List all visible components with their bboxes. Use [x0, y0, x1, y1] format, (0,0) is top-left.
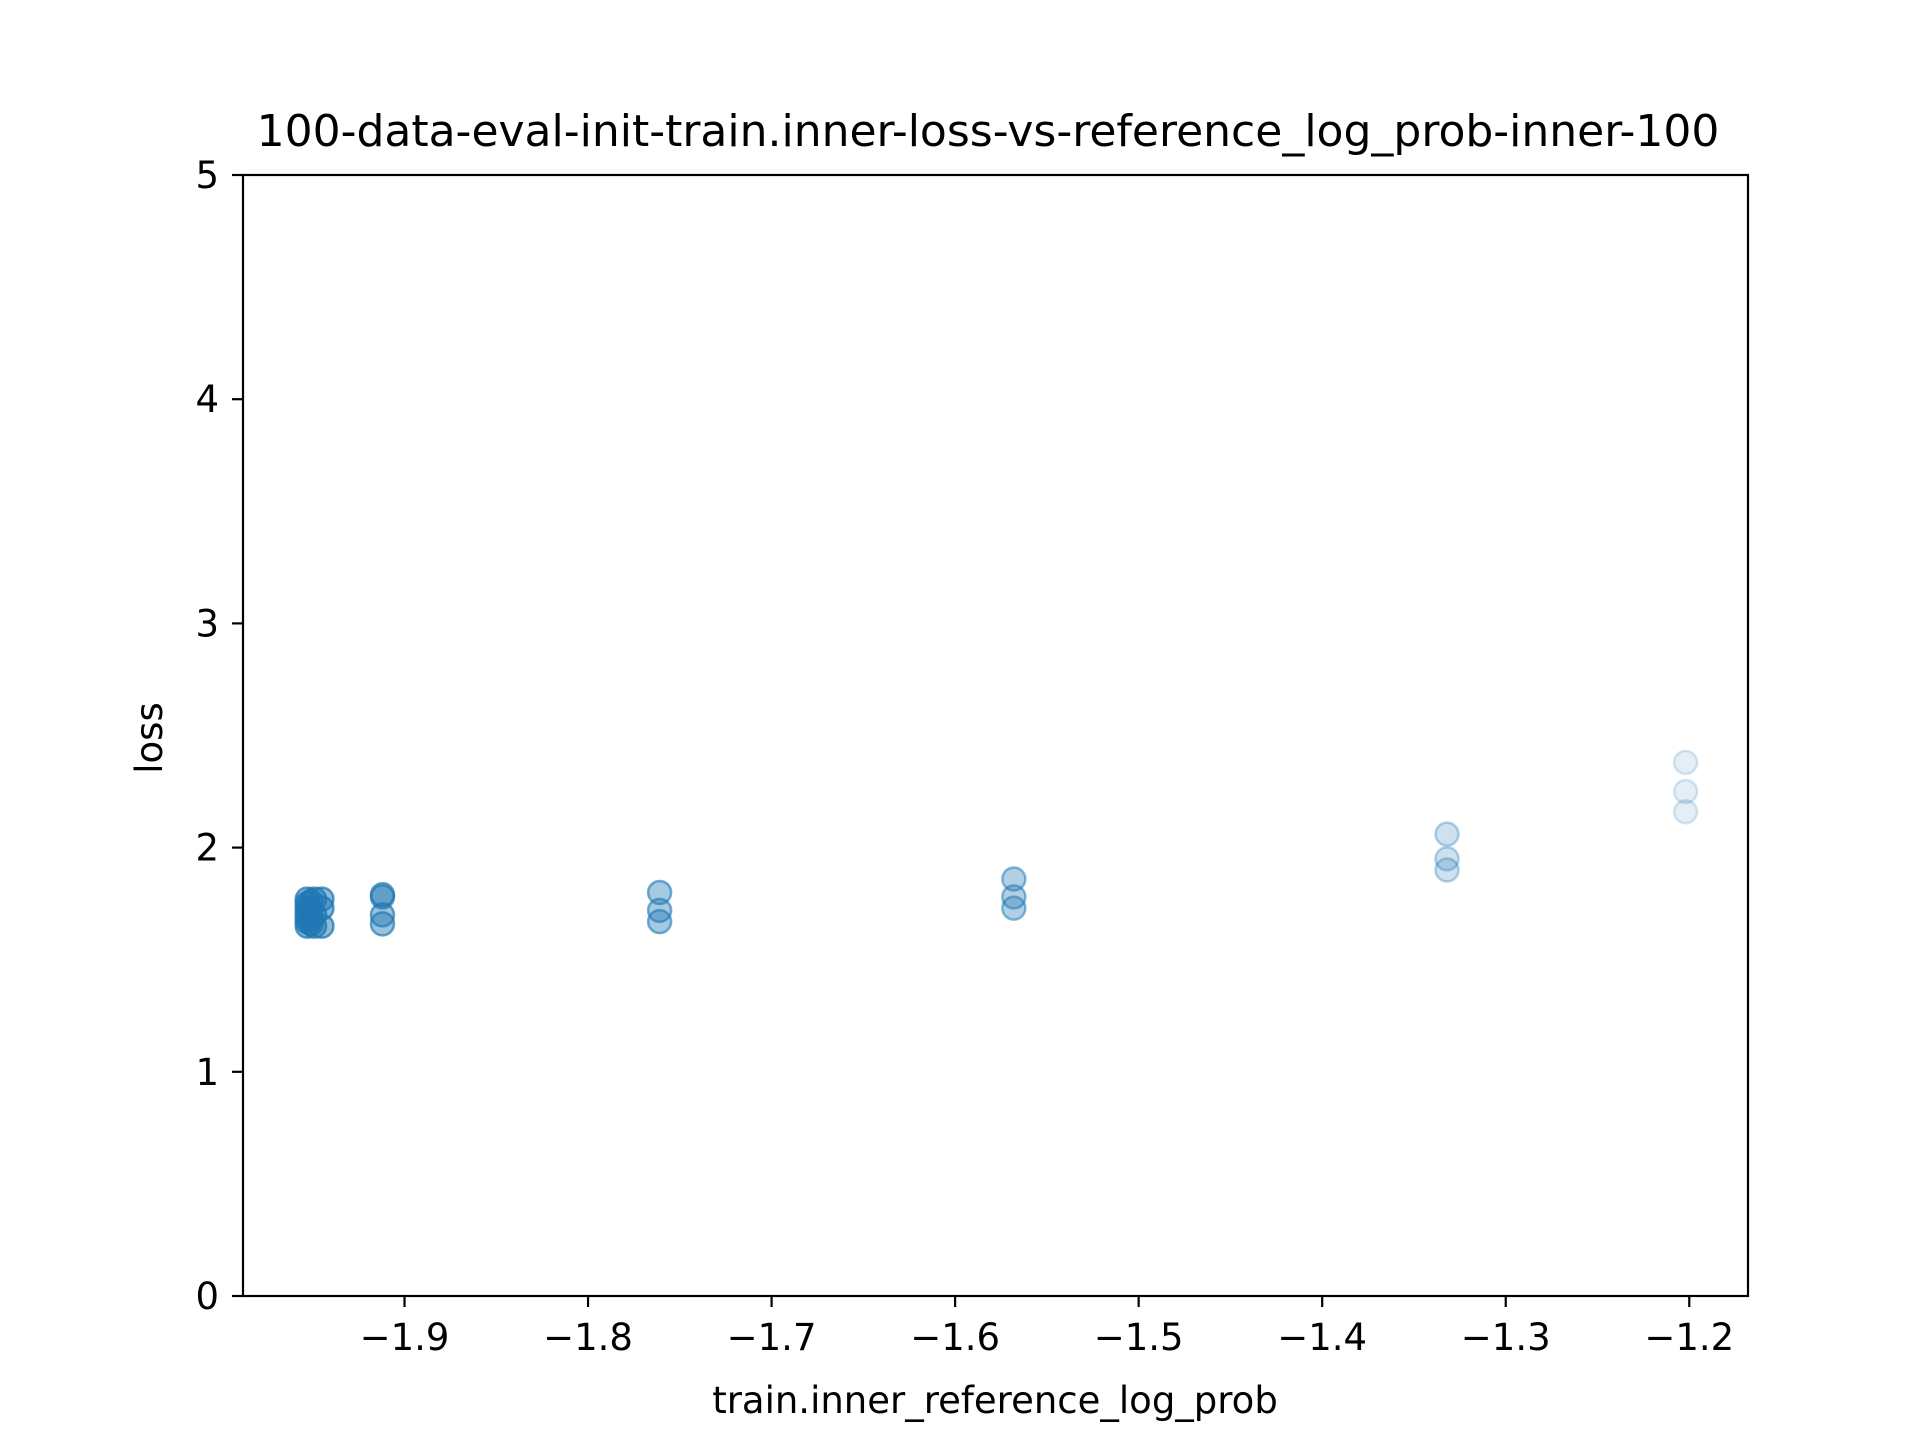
chart-title: 100-data-eval-init-train.inner-loss-vs-r…: [257, 106, 1720, 157]
scatter-point: [1672, 749, 1699, 776]
x-tick-label: −1.3: [1461, 1316, 1551, 1359]
plot-frame: [241, 173, 1750, 1298]
x-axis-label: train.inner_reference_log_prob: [712, 1379, 1278, 1422]
scatter-point: [309, 913, 335, 939]
y-axis-label: loss: [128, 702, 171, 773]
x-tick-label: −1.4: [1277, 1316, 1367, 1359]
scatter-point: [369, 911, 396, 937]
x-tick-label: −1.9: [360, 1316, 450, 1359]
scatter-point: [1001, 895, 1027, 921]
x-tick-label: −1.7: [727, 1316, 817, 1359]
x-tick-label: −1.8: [543, 1316, 633, 1359]
scatter-point: [646, 879, 673, 906]
x-tick-label: −1.6: [910, 1316, 1000, 1359]
scatter-point: [369, 902, 396, 928]
x-axis-ticks: −1.9 −1.8 −1.7 −1.6 −1.5 −1.4 −1.3 −1.2: [360, 1296, 1734, 1359]
y-tick-label: 2: [195, 827, 219, 870]
scatter-point: [369, 884, 396, 910]
x-tick-label: −1.5: [1094, 1316, 1184, 1359]
scatter-point: [1434, 846, 1460, 872]
scatter-point: [1672, 778, 1699, 805]
scatter-point: [1672, 798, 1699, 825]
scatter-point: [1434, 821, 1460, 847]
y-axis-ticks: 0 1 2 3 4 5: [195, 154, 243, 1318]
scatter-point: [1001, 866, 1027, 892]
y-tick-label: 3: [195, 602, 219, 645]
y-tick-label: 0: [195, 1275, 219, 1318]
scatter-point: [646, 908, 673, 935]
y-tick-label: 5: [195, 154, 219, 197]
y-tick-label: 4: [195, 378, 219, 421]
scatter-point: [1434, 857, 1460, 883]
points-layer: [294, 749, 1699, 939]
x-tick-label: −1.2: [1644, 1316, 1734, 1359]
y-tick-label: 1: [195, 1051, 219, 1094]
